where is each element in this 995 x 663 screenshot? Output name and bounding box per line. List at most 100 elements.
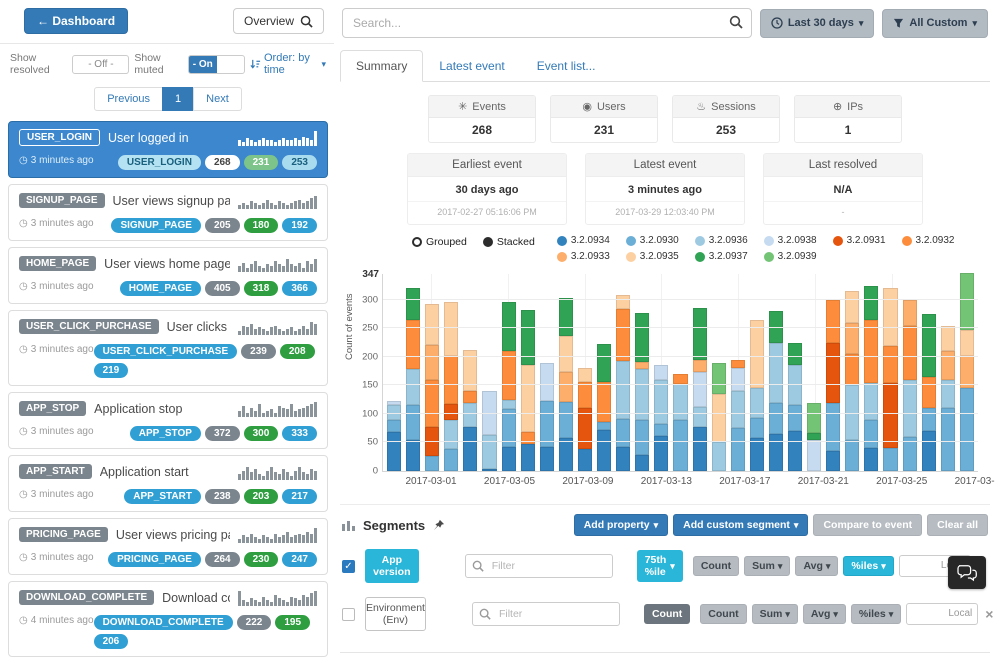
pagination-page-1-button[interactable]: 1 (162, 87, 195, 111)
agg-avg-button[interactable]: Avg ▾ (795, 556, 839, 576)
local-suffix-label: Local (948, 608, 973, 619)
event-card-home_page[interactable]: HOME_PAGE User views home page ◷ 3 minutes … (8, 247, 328, 304)
overview-button[interactable]: Overview (232, 8, 324, 34)
add-custom-segment-button[interactable]: Add custom segment ▾ (673, 514, 809, 536)
filter-dropdown[interactable]: All Custom ▾ (882, 8, 988, 38)
chart-bar-2017-02-28[interactable] (406, 288, 421, 471)
tab-event-list[interactable]: Event list... (536, 59, 596, 73)
compare-to-event-button[interactable]: Compare to event (813, 514, 923, 536)
segment-mode-dropdown[interactable]: Count (643, 604, 691, 624)
legend-item[interactable]: 3.2.0935 (625, 251, 679, 262)
sparkline-bar (250, 472, 253, 480)
legend-item[interactable]: 3.2.0934 (556, 235, 610, 246)
chart-bar-2017-03-01[interactable] (425, 303, 440, 471)
chart-bar-2017-03-16[interactable] (711, 362, 726, 471)
chart-mode-grouped[interactable]: Grouped (412, 236, 467, 248)
legend-item[interactable]: 3.2.0933 (556, 251, 610, 262)
chart-bar-2017-03-02[interactable] (444, 302, 459, 471)
chart-bar-2017-03-10[interactable] (597, 343, 612, 471)
bar-segment (597, 382, 612, 422)
chart-bar-2017-03-08[interactable] (558, 297, 573, 471)
chart-bar-2017-03-26[interactable] (902, 299, 917, 471)
chart-bar-2017-03-09[interactable] (577, 368, 593, 471)
pagination-next-button[interactable]: Next (193, 87, 242, 111)
chart-bar-2017-02-27[interactable] (387, 401, 402, 471)
chart-bar-2017-03-28[interactable] (940, 325, 955, 471)
chart-bar-2017-03-05[interactable] (501, 302, 516, 471)
segment-filter-input[interactable] (471, 602, 620, 626)
dashboard-button[interactable]: ← Dashboard (24, 8, 129, 34)
agg-sum-button[interactable]: Sum ▾ (744, 556, 791, 576)
order-by-time-dropdown[interactable]: Order: by time ▾ (250, 52, 326, 76)
pin-icon[interactable] (432, 519, 445, 532)
chart-bar-2017-03-21[interactable] (807, 402, 822, 471)
sparkline-bar (286, 409, 289, 417)
chart-bar-2017-03-13[interactable] (654, 365, 669, 471)
chart-bar-2017-03-07[interactable] (539, 363, 554, 471)
show-resolved-toggle[interactable]: - Off - (72, 54, 130, 74)
legend-item[interactable]: 3.2.0939 (763, 251, 817, 262)
chart-bar-2017-03-29[interactable] (959, 273, 974, 471)
legend-item[interactable]: 3.2.0931 (832, 235, 886, 246)
sparkline-bar (298, 533, 301, 543)
legend-item[interactable]: 3.2.0937 (694, 251, 748, 262)
chart-bar-2017-03-27[interactable] (921, 314, 936, 471)
agg-avg-button[interactable]: Avg ▾ (802, 604, 846, 624)
agg-count-button[interactable]: Count (692, 556, 740, 576)
chart-bar-2017-03-24[interactable] (864, 285, 879, 471)
event-card-pricing_page[interactable]: PRICING_PAGE User views pricing page ◷3 mi… (8, 518, 328, 575)
date-range-dropdown[interactable]: Last 30 days ▾ (759, 8, 875, 38)
event-card-app_start[interactable]: APP_START Application start ◷ 3 minutes ago… (8, 455, 328, 512)
event-card-app_stop[interactable]: APP_STOP Application stop ◷ 3 minutes ago AP… (8, 392, 328, 449)
agg-pctiles-button[interactable]: %iles ▾ (843, 556, 894, 576)
sparkline-bar (238, 140, 241, 146)
chart-bar-2017-03-20[interactable] (787, 342, 803, 471)
segment-mode-label: Count (651, 608, 683, 620)
chart-bar-2017-03-25[interactable] (883, 288, 898, 471)
y-max-label: 347 (362, 269, 379, 280)
chart-bar-2017-03-03[interactable] (463, 349, 478, 471)
tab-summary[interactable]: Summary (340, 50, 424, 82)
sparkline-bar (262, 535, 265, 543)
legend-item[interactable]: 3.2.0938 (763, 235, 817, 246)
agg-sum-button[interactable]: Sum ▾ (751, 604, 798, 624)
add-property-button[interactable]: Add property ▾ (573, 514, 669, 536)
chat-widget-button[interactable] (948, 556, 986, 589)
event-card-signup_page[interactable]: SIGNUP_PAGE User views signup page ◷3 minu… (8, 184, 328, 241)
legend-item[interactable]: 3.2.0936 (694, 235, 748, 246)
chart-bar-2017-03-22[interactable] (826, 299, 841, 471)
segment-mode-dropdown[interactable]: 75th %ile ▾ (636, 550, 683, 582)
agg-pctiles-button[interactable]: %iles ▾ (850, 604, 902, 624)
agg-count-button[interactable]: Count (700, 604, 747, 624)
segment-checkbox[interactable]: ✓ (342, 559, 355, 573)
legend-item[interactable]: 3.2.0930 (625, 235, 679, 246)
search-input[interactable] (342, 8, 752, 38)
chart-bar-2017-03-15[interactable] (692, 308, 707, 471)
chart-bar-2017-03-12[interactable] (635, 312, 650, 471)
show-muted-value: - On (189, 55, 217, 73)
search-submit-button[interactable] (729, 15, 743, 29)
segment-name-chip[interactable]: App version (365, 549, 419, 583)
remove-segment-button[interactable]: × (985, 606, 994, 622)
pagination-previous-button[interactable]: Previous (94, 87, 164, 111)
legend-item[interactable]: 3.2.0932 (901, 235, 954, 246)
chart-bar-2017-03-04[interactable] (482, 391, 497, 471)
tab-latest-event[interactable]: Latest event (439, 59, 505, 73)
event-card-user_click_purchase[interactable]: USER_CLICK_PURCHASE User clicks purchase ◷… (8, 310, 328, 386)
event-card-user_login[interactable]: USER_LOGIN User logged in ◷ 3 minutes ago US… (8, 121, 328, 178)
chart-bar-2017-03-11[interactable] (616, 295, 631, 471)
chart-bar-2017-03-17[interactable] (730, 359, 745, 471)
segment-name-chip[interactable]: Environment (Env) (365, 597, 426, 631)
stacked-bar-chart: 347 0 50 100 150 200 250 300 (362, 269, 978, 477)
segment-filter-input[interactable] (464, 554, 613, 578)
chart-bar-2017-03-19[interactable] (768, 311, 783, 471)
chart-bar-2017-03-18[interactable] (749, 319, 764, 471)
show-muted-toggle[interactable]: - On (188, 54, 245, 74)
chart-bar-2017-03-14[interactable] (673, 374, 688, 471)
clear-all-button[interactable]: Clear all (927, 514, 988, 536)
chart-bar-2017-03-06[interactable] (520, 309, 535, 471)
segment-checkbox[interactable] (342, 607, 355, 621)
event-card-download_complete[interactable]: DOWNLOAD_COMPLETE Download complete ◷4 min… (8, 581, 328, 657)
chart-mode-stacked[interactable]: Stacked (482, 236, 535, 248)
chart-bar-2017-03-23[interactable] (845, 291, 860, 471)
